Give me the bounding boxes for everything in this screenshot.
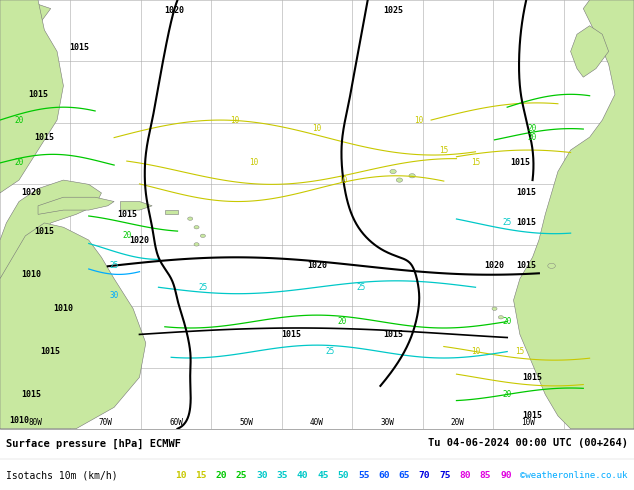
Text: 1015: 1015	[22, 390, 42, 399]
Text: 25: 25	[236, 471, 247, 480]
Text: 1015: 1015	[34, 227, 55, 236]
Circle shape	[409, 173, 415, 178]
Text: 65: 65	[399, 471, 410, 480]
Circle shape	[555, 311, 561, 315]
Text: 15: 15	[195, 471, 207, 480]
Text: 1015: 1015	[516, 189, 536, 197]
Text: 60: 60	[378, 471, 390, 480]
Text: 30W: 30W	[380, 417, 394, 427]
Text: 1020: 1020	[484, 261, 505, 270]
Polygon shape	[0, 223, 146, 429]
Text: 20: 20	[122, 231, 131, 240]
Text: 1015: 1015	[516, 261, 536, 270]
Circle shape	[498, 316, 503, 319]
Text: 1015: 1015	[34, 133, 55, 142]
Text: 70W: 70W	[99, 417, 113, 427]
Circle shape	[194, 225, 199, 229]
Text: 55: 55	[358, 471, 370, 480]
Text: 20: 20	[216, 471, 227, 480]
Text: 10: 10	[249, 158, 258, 168]
Text: 10: 10	[471, 347, 480, 356]
Text: 25: 25	[110, 261, 119, 270]
Polygon shape	[0, 0, 63, 193]
Text: 25: 25	[198, 283, 207, 292]
Text: 1020: 1020	[164, 6, 184, 15]
Text: 10: 10	[175, 471, 186, 480]
Text: 80: 80	[460, 471, 471, 480]
Text: 25: 25	[325, 347, 334, 356]
Circle shape	[194, 243, 199, 246]
Text: 25: 25	[357, 283, 366, 292]
Text: 1015: 1015	[522, 373, 543, 382]
Polygon shape	[120, 201, 152, 210]
Text: 45: 45	[317, 471, 328, 480]
Text: 35: 35	[276, 471, 288, 480]
Text: 20: 20	[338, 317, 347, 326]
Circle shape	[390, 170, 396, 173]
Circle shape	[188, 217, 193, 220]
Text: 10W: 10W	[521, 417, 535, 427]
Text: 90: 90	[500, 471, 512, 480]
Text: 1025: 1025	[383, 6, 403, 15]
Text: 1015: 1015	[383, 330, 403, 339]
Circle shape	[567, 311, 574, 315]
Polygon shape	[571, 25, 609, 77]
Text: 1015: 1015	[41, 347, 61, 356]
Circle shape	[548, 263, 555, 269]
Text: 30: 30	[256, 471, 268, 480]
Text: 60W: 60W	[169, 417, 183, 427]
Polygon shape	[0, 180, 101, 279]
Circle shape	[396, 178, 403, 182]
Text: 20: 20	[503, 317, 512, 326]
Text: 1020: 1020	[22, 189, 42, 197]
Text: 10: 10	[338, 175, 347, 185]
Text: 1015: 1015	[510, 158, 530, 168]
Polygon shape	[165, 210, 178, 215]
Text: 75: 75	[439, 471, 451, 480]
Circle shape	[542, 307, 548, 311]
Text: 20W: 20W	[451, 417, 465, 427]
Text: 1020: 1020	[307, 261, 327, 270]
Text: 25: 25	[503, 219, 512, 227]
Text: Surface pressure [hPa] ECMWF: Surface pressure [hPa] ECMWF	[6, 439, 181, 448]
Text: Tu 04‐06‐2024 00:00 UTC (00+264): Tu 04‐06‐2024 00:00 UTC (00+264)	[428, 439, 628, 448]
Circle shape	[492, 307, 497, 311]
Polygon shape	[514, 0, 634, 429]
Text: 1010: 1010	[53, 304, 74, 313]
Text: 50W: 50W	[240, 417, 254, 427]
Text: 20: 20	[528, 124, 537, 133]
Text: 15: 15	[471, 158, 480, 168]
Text: 1015: 1015	[117, 210, 137, 219]
Text: 80W: 80W	[29, 417, 42, 427]
Text: 15: 15	[439, 146, 448, 154]
Text: 10: 10	[313, 124, 321, 133]
Text: 1015: 1015	[69, 43, 89, 51]
Polygon shape	[38, 197, 114, 215]
Text: 50: 50	[337, 471, 349, 480]
Text: 15: 15	[515, 347, 524, 356]
Text: 20: 20	[15, 116, 23, 124]
Text: 1015: 1015	[28, 90, 48, 99]
Circle shape	[200, 234, 205, 238]
Text: 1015: 1015	[522, 412, 543, 420]
Polygon shape	[0, 0, 51, 94]
Text: 20: 20	[15, 158, 23, 168]
Text: 1010: 1010	[22, 270, 42, 279]
Text: 10: 10	[230, 116, 239, 124]
Text: 1020: 1020	[129, 236, 150, 245]
Text: 1015: 1015	[516, 219, 536, 227]
Text: 20: 20	[528, 133, 537, 142]
Text: 1015: 1015	[281, 330, 302, 339]
Text: 20: 20	[503, 390, 512, 399]
Text: 1010: 1010	[9, 416, 29, 425]
Text: ©weatheronline.co.uk: ©weatheronline.co.uk	[520, 471, 628, 480]
Text: 85: 85	[480, 471, 491, 480]
Text: 40W: 40W	[310, 417, 324, 427]
Text: Isotachs 10m (km/h): Isotachs 10m (km/h)	[6, 470, 118, 480]
Text: 40: 40	[297, 471, 308, 480]
Text: 70: 70	[419, 471, 430, 480]
Text: 10: 10	[414, 116, 423, 124]
Text: 30: 30	[110, 292, 119, 300]
